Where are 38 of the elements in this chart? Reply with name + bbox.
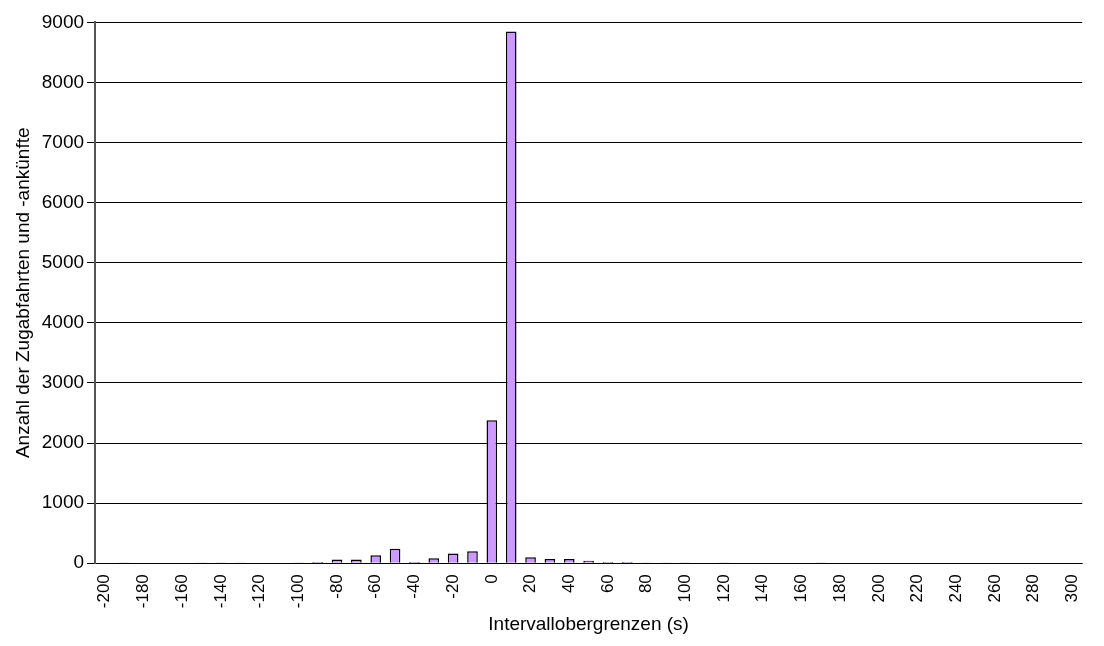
x-tick-label: -20: [442, 574, 462, 599]
x-tick-label: 140: [752, 574, 772, 603]
x-tick-label: -60: [365, 574, 385, 599]
x-tick-label: 180: [829, 574, 849, 603]
y-tick-label: 9000: [41, 10, 85, 32]
y-tick-label: 3000: [41, 371, 85, 393]
y-tick-label: 8000: [41, 70, 85, 92]
x-tick-label: -40: [404, 574, 424, 599]
x-tick-label: 280: [1023, 574, 1043, 603]
x-tick-label: 0: [481, 574, 501, 584]
y-tick-label: 5000: [41, 250, 85, 272]
x-tick-label: -200: [94, 574, 114, 609]
x-tick-label: 260: [984, 574, 1004, 603]
x-tick-label: 100: [675, 574, 695, 603]
x-tick-label: -140: [210, 574, 230, 609]
x-tick-label: 80: [636, 574, 656, 594]
x-tick-label: 40: [558, 574, 578, 594]
x-tick-label: 220: [907, 574, 927, 603]
x-tick-label: 120: [713, 574, 733, 603]
x-tick-label: 300: [1062, 574, 1082, 603]
x-tick-label: -160: [171, 574, 191, 609]
x-tick-label: -180: [133, 574, 153, 609]
y-axis-title: Anzahl der Zugabfahrten und -ankünfte: [11, 127, 33, 459]
x-tick-label: 160: [791, 574, 811, 603]
y-tick-label: 0: [73, 551, 85, 573]
x-tick-label: 20: [520, 574, 540, 594]
y-tick-label: 2000: [41, 431, 85, 453]
x-tick-label: -120: [249, 574, 269, 609]
y-tick-label: 6000: [41, 190, 85, 212]
y-tick-label: 4000: [41, 311, 85, 333]
x-axis-title: Intervallobergrenzen (s): [488, 612, 689, 634]
x-tick-label: -80: [326, 574, 346, 599]
x-tick-label: 200: [868, 574, 888, 603]
y-tick-label: 7000: [41, 130, 85, 152]
x-tick-label: -100: [287, 574, 307, 609]
x-tick-label: 240: [946, 574, 966, 603]
y-tick-label: 1000: [41, 491, 85, 513]
x-tick-label: 60: [597, 574, 617, 594]
